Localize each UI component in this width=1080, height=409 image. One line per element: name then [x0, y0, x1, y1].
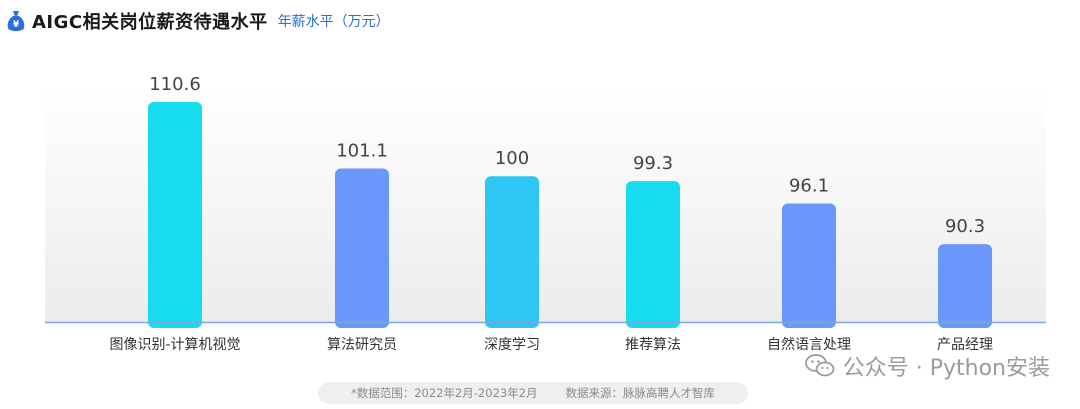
chart-subtitle: 年薪水平（万元） — [277, 14, 390, 30]
value-label: 101.1 — [336, 141, 388, 162]
category-label: 算法研究员 — [327, 337, 397, 353]
value-label: 96.1 — [789, 176, 829, 197]
bar — [782, 203, 836, 328]
watermark-text: 公众号 · Python安装 — [842, 356, 1050, 381]
chart-title: AIGC相关岗位薪资待遇水平 — [32, 12, 268, 33]
bar — [626, 181, 680, 328]
wechat-icon — [804, 354, 835, 377]
data-range: *数据范围：2022年2月-2023年2月 — [350, 386, 538, 400]
category-label: 图像识别-计算机视觉 — [109, 337, 240, 353]
value-label: 100 — [495, 148, 529, 169]
category-label: 产品经理 — [937, 337, 993, 353]
bar — [485, 176, 539, 328]
svg-text:¥: ¥ — [13, 20, 20, 30]
bar — [938, 244, 992, 328]
bar — [335, 168, 389, 328]
bar — [148, 102, 202, 328]
footer-note: *数据范围：2022年2月-2023年2月 数据来源：脉脉高聘人才智库 — [318, 382, 748, 404]
category-label: 推荐算法 — [625, 337, 681, 353]
value-label: 99.3 — [633, 153, 673, 174]
value-label: 90.3 — [945, 216, 985, 237]
plot-background — [45, 85, 1046, 322]
value-label: 110.6 — [149, 74, 201, 95]
data-source: 数据来源：脉脉高聘人才智库 — [565, 386, 716, 400]
category-label: 深度学习 — [484, 337, 540, 353]
category-label: 自然语言处理 — [767, 336, 851, 353]
watermark: 公众号 · Python安装 — [804, 350, 1050, 382]
money-bag-icon: ¥ — [7, 11, 25, 31]
chart-header: ¥ AIGC相关岗位薪资待遇水平 年薪水平（万元） — [6, 8, 390, 34]
